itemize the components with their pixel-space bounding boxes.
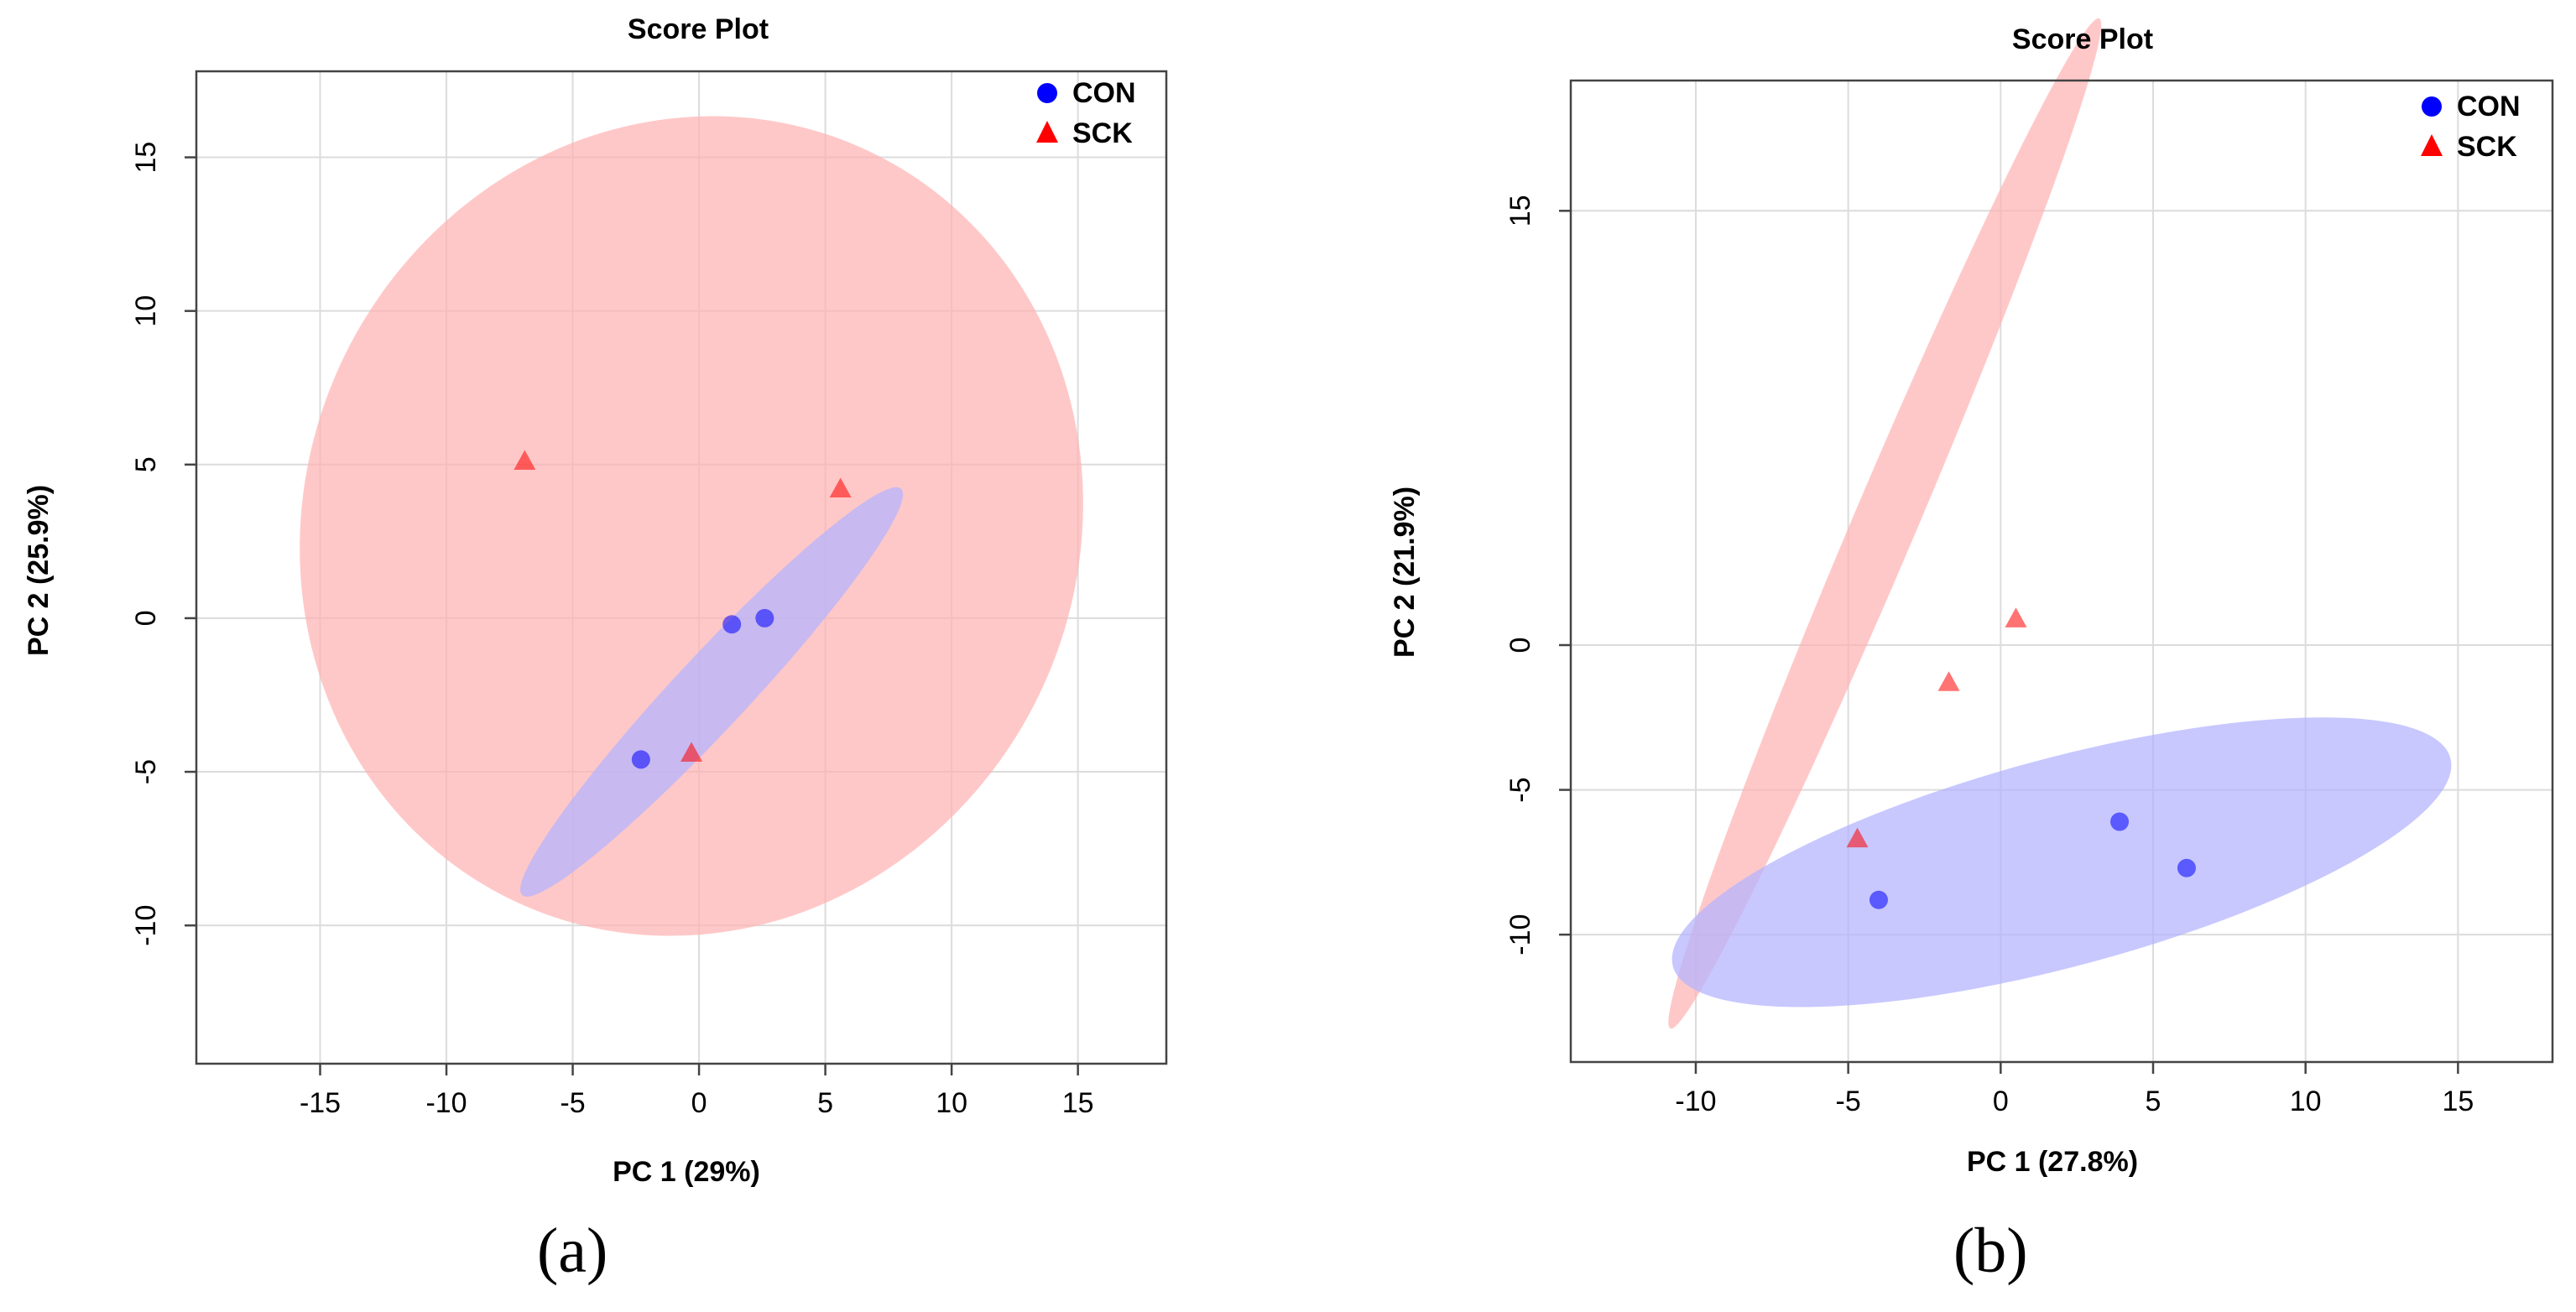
y-tick-label: 0	[1504, 638, 1536, 653]
x-tick-label: 5	[2146, 1086, 2161, 1117]
panel-caption-a: (a)	[537, 1216, 608, 1286]
point-sck	[2005, 607, 2027, 627]
point-con	[631, 750, 650, 769]
y-tick-label: -5	[130, 759, 162, 784]
confidence-ellipse-con	[520, 487, 904, 897]
legend-marker-con	[1037, 83, 1057, 103]
point-sck	[1937, 671, 1960, 691]
y-tick-label: -10	[130, 905, 162, 946]
point-sck	[1846, 827, 1869, 848]
x-tick-label: -5	[560, 1087, 585, 1119]
x-tick-label: 0	[691, 1087, 707, 1119]
legend-marker-sck	[2421, 134, 2443, 156]
point-sck	[514, 450, 536, 471]
y-tick-label: -10	[1504, 914, 1536, 955]
y-axis-label: PC 2 (21.9%)	[1389, 487, 1421, 658]
panel-caption-b: (b)	[1953, 1216, 2028, 1286]
point-sck	[829, 477, 852, 498]
legend-label-con: CON	[2457, 91, 2521, 122]
point-con	[1869, 890, 1888, 909]
point-sck	[681, 742, 703, 762]
y-tick-label: 0	[130, 610, 162, 626]
plot-frame	[1569, 79, 2554, 1064]
legend-marker-con	[2422, 96, 2442, 117]
chart-title: Score Plot	[2012, 23, 2153, 55]
x-axis-label: PC 1 (27.8%)	[1967, 1146, 2138, 1178]
chart-title: Score Plot	[628, 13, 769, 45]
confidence-ellipse-con	[1671, 717, 2452, 1007]
y-tick-label: 15	[130, 142, 162, 174]
legend-marker-sck	[1036, 121, 1058, 143]
x-tick-label: -10	[1675, 1086, 1716, 1117]
legend-label-sck: SCK	[1072, 117, 1133, 149]
y-tick-label: 15	[1504, 195, 1536, 226]
point-con	[722, 615, 742, 634]
x-tick-label: -15	[300, 1087, 341, 1119]
x-tick-label: 5	[817, 1087, 833, 1119]
confidence-ellipse-sck	[1668, 18, 2102, 1029]
x-tick-label: 10	[936, 1087, 967, 1119]
point-con	[2177, 858, 2196, 877]
x-tick-label: 10	[2290, 1086, 2322, 1117]
y-tick-label: 10	[130, 295, 162, 327]
x-tick-label: -10	[425, 1087, 467, 1119]
x-tick-label: 15	[2442, 1086, 2474, 1117]
x-axis-label: PC 1 (29%)	[613, 1156, 760, 1188]
plot-frame	[195, 70, 1168, 1065]
legend-label-con: CON	[1072, 77, 1136, 109]
score-plot-a: -15 -10 -5 0 5 10 15 -10 -5 0 5 10 15 Score Plot PC 1 …	[23, 13, 1168, 1188]
x-tick-label: 0	[1993, 1086, 2009, 1117]
y-tick-label: 5	[130, 456, 162, 472]
point-con	[2110, 812, 2130, 831]
x-tick-label: -5	[1836, 1086, 1861, 1117]
x-tick-label: 15	[1062, 1087, 1094, 1119]
point-con	[755, 608, 774, 627]
legend-label-sck: SCK	[2457, 131, 2517, 163]
y-tick-label: -5	[1504, 777, 1536, 802]
score-plot-b: -10 -5 0 5 10 15 -10 -5 0 15 Score Plot PC 1 (27.8%…	[1389, 18, 2554, 1178]
confidence-ellipse-sck	[300, 116, 1083, 936]
y-axis-label: PC 2 (25.9%)	[23, 485, 55, 656]
